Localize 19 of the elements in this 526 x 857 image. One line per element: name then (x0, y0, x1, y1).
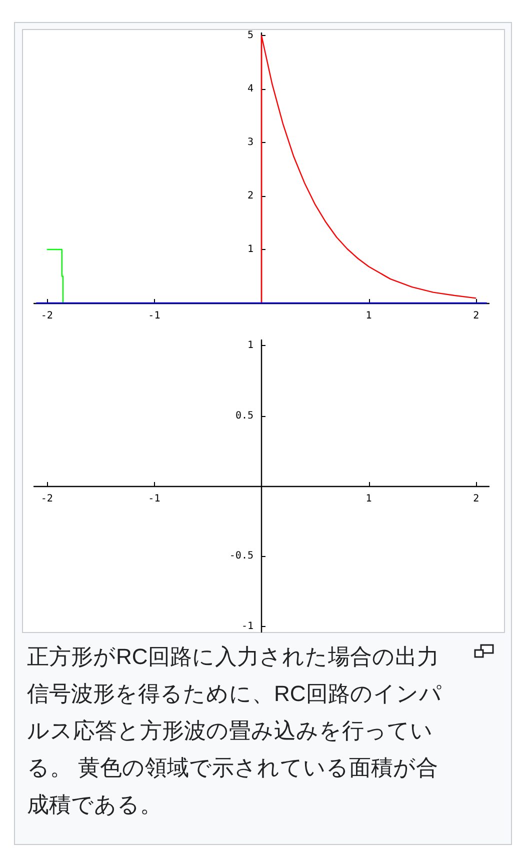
x-tick-label: 2 (473, 494, 480, 504)
text: 正方形がRC回路に入力された場合の出力信号波形を得るために、RC回路のインパルス応答と方形波の畳み込みを行っている。 黄色の領域で示されている面積が合成積である。 (27, 643, 443, 819)
y-tick-label: 1 (247, 340, 254, 352)
y-tick-label: -1 (241, 620, 254, 632)
y-tick-label: 4 (247, 84, 254, 95)
y-tick-label: 3 (247, 137, 254, 148)
y-tick-label: 2 (247, 190, 254, 202)
x-tick-label: 1 (366, 494, 372, 504)
x-tick-label: -2 (40, 310, 53, 322)
x-tick-label: -1 (148, 310, 160, 322)
y-tick-label: -0.5 (229, 550, 254, 562)
y-tick-label: 5 (247, 30, 254, 42)
x-tick-label: -2 (40, 494, 53, 504)
x-tick-label: 1 (366, 310, 372, 322)
x-tick-label: -1 (148, 494, 160, 504)
x-tick-label: 2 (473, 310, 480, 322)
y-tick-label: 1 (247, 244, 254, 256)
y-tick-label: 0.5 (235, 410, 254, 422)
line-series (260, 35, 477, 304)
